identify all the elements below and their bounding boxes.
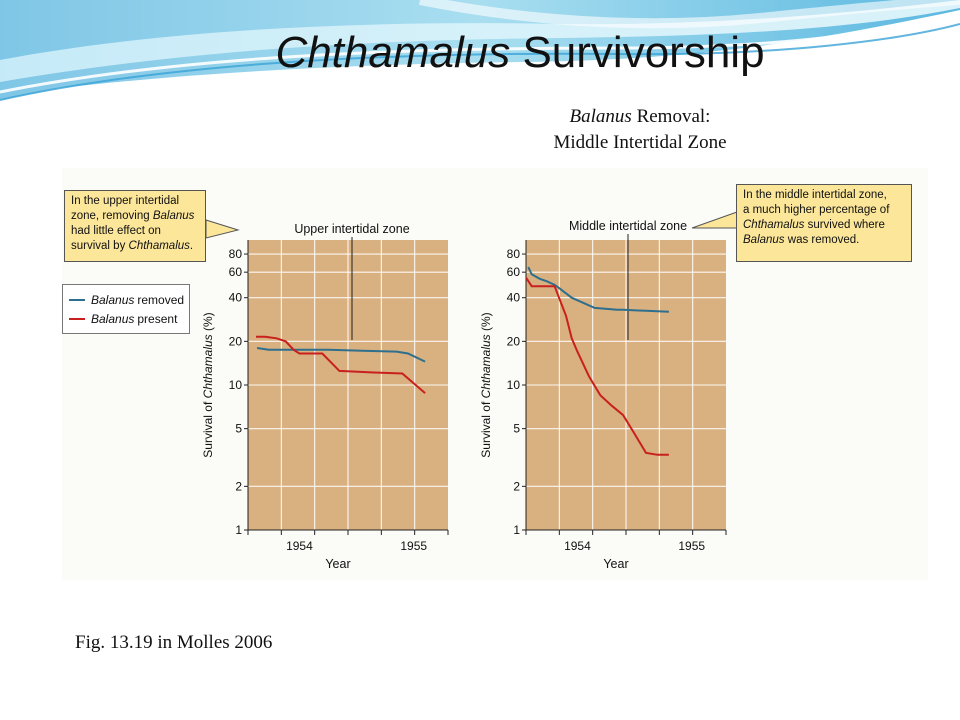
legend-item-removed: Balanus removed <box>69 292 184 308</box>
subtitle-line2: Middle Intertidal Zone <box>553 132 727 153</box>
x-tick-label-1: 1954 <box>286 539 313 553</box>
callout-upper-line-1: In the upper intertidal <box>71 195 180 207</box>
slide-title-italic: Chthamalus <box>275 28 511 77</box>
x-tick-label-2: 1955 <box>678 539 705 553</box>
series-line-2-removed <box>527 266 669 313</box>
callout-upper-line-2: zone, removing Balanus <box>71 210 195 222</box>
legend-removed-italic: Balanus <box>91 293 135 307</box>
callout-middle-line-4: Balanus was removed. <box>743 234 860 246</box>
x-axis-label-2: Year <box>603 557 628 571</box>
slide-title-rest: Survivorship <box>522 28 765 77</box>
y-tick-label-2: 80 <box>507 247 521 261</box>
y-tick-label-2: 10 <box>507 378 521 392</box>
y-tick-label-1: 2 <box>235 479 242 493</box>
series-line-2-present <box>525 277 669 456</box>
x-axis-label-1: Year <box>325 557 350 571</box>
y-tick-label-1: 20 <box>229 334 243 348</box>
callout-upper-line-4: survival by Chthamalus. <box>71 240 194 252</box>
callout-upper: In the upper intertidal zone, removing B… <box>64 190 206 262</box>
callout-middle-line-3: Chthamalus survived where <box>743 219 885 231</box>
slide-subtitle: Balanus Removal: Middle Intertidal Zone <box>500 104 780 156</box>
survivorship-charts: 1 2 5 10 20 40 60 80 1954 1955 Year Survival of Cht… <box>201 211 738 571</box>
callout-middle-line-2: a much higher percentage of <box>743 204 890 216</box>
legend-present-italic: Balanus <box>91 312 135 326</box>
chart-title-2: Middle intertidal zone <box>569 219 687 233</box>
y-tick-label-2: 40 <box>507 291 521 305</box>
y-tick-label-1: 5 <box>235 422 242 436</box>
y-tick-label-2: 1 <box>513 523 520 537</box>
chart-legend: Balanus removed Balanus present <box>62 284 190 334</box>
figure-caption: Fig. 13.19 in Molles 2006 <box>75 632 273 653</box>
y-tick-label-2: 60 <box>507 265 521 279</box>
y-tick-label-1: 10 <box>229 378 243 392</box>
series-line-1-removed <box>256 347 426 363</box>
series-line-1-present <box>256 335 426 394</box>
legend-swatch-removed <box>69 299 85 301</box>
callout-middle: In the middle intertidal zone, a much hi… <box>736 184 912 262</box>
y-axis-label-2: Survival of Chthamalus (%) <box>479 312 493 457</box>
y-tick-label-2: 20 <box>507 334 521 348</box>
y-tick-label-1: 1 <box>235 523 242 537</box>
legend-present-rest: present <box>137 312 178 326</box>
x-tick-label-1: 1955 <box>400 539 427 553</box>
callout-upper-line-3: had little effect on <box>71 225 161 237</box>
subtitle-rest: Removal: <box>636 106 711 127</box>
callout-middle-line-1: In the middle intertidal zone, <box>743 189 887 201</box>
subtitle-italic: Balanus <box>569 106 632 127</box>
y-tick-label-2: 5 <box>513 422 520 436</box>
y-tick-label-1: 40 <box>229 291 243 305</box>
y-tick-label-2: 2 <box>513 479 520 493</box>
legend-removed-rest: removed <box>137 293 185 307</box>
callout-upper-pointer <box>205 219 240 239</box>
callout-middle-pointer <box>691 211 738 229</box>
y-tick-label-1: 80 <box>229 247 243 261</box>
legend-swatch-present <box>69 318 85 320</box>
figure-panel: 1 2 5 10 20 40 60 80 1954 1955 Year Survival of Cht… <box>62 168 928 580</box>
legend-item-present: Balanus present <box>69 311 177 327</box>
header-wave-banner <box>0 0 960 101</box>
y-axis-label-1: Survival of Chthamalus (%) <box>201 312 215 457</box>
slide-title: Chthamalus Survivorship <box>0 28 960 78</box>
y-tick-label-1: 60 <box>229 265 243 279</box>
x-tick-label-2: 1954 <box>564 539 591 553</box>
chart-title-1: Upper intertidal zone <box>294 222 409 236</box>
